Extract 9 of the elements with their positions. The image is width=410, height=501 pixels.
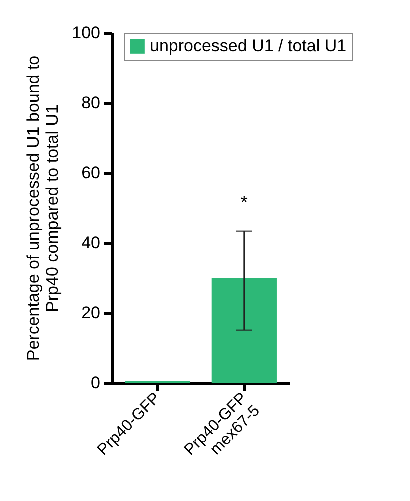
y-tick-label: 20 — [82, 304, 100, 322]
y-tick-label: 40 — [82, 234, 100, 252]
y-tick-label: 0 — [91, 374, 100, 392]
y-tick-label: 60 — [82, 164, 100, 182]
annotation: * — [240, 192, 248, 212]
y-tick-label: 80 — [82, 94, 100, 112]
legend-label: unprocessed U1 / total U1 — [150, 36, 347, 56]
y-axis-title: Percentage of unprocessed U1 bound to Prp40 compared to total U1 — [24, 56, 62, 362]
y-tick-label: 100 — [72, 24, 100, 42]
